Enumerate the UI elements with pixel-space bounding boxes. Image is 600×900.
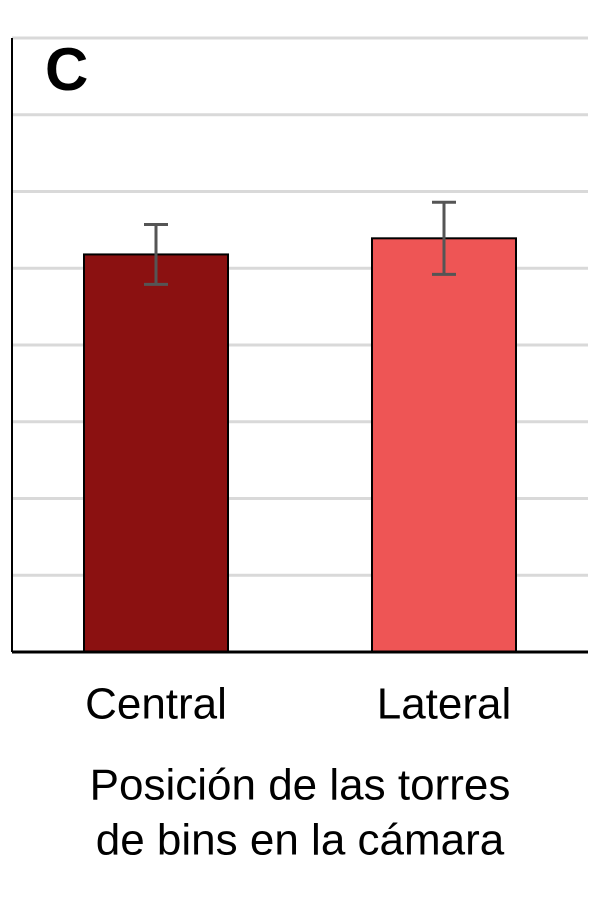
panel-label: C [45, 36, 88, 103]
x-tick-label: Lateral [377, 680, 512, 729]
bar [371, 237, 517, 653]
x-axis-label: Posición de las torres [90, 761, 511, 810]
x-axis-label: de bins en la cámara [96, 816, 505, 865]
x-tick-label: Central [85, 680, 227, 729]
bar [83, 253, 229, 653]
